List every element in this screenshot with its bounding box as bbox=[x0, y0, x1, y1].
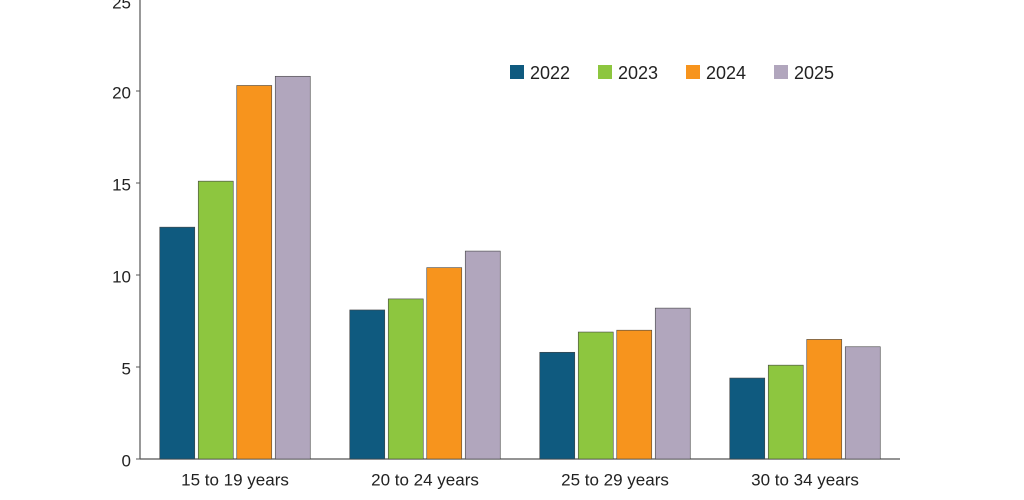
y-tick-label: 25 bbox=[112, 0, 131, 12]
bar bbox=[349, 309, 386, 460]
bar bbox=[387, 298, 424, 460]
x-tick-label: 15 to 19 years bbox=[181, 470, 289, 489]
bar bbox=[767, 364, 804, 460]
y-tick-label: 0 bbox=[122, 451, 131, 470]
bar bbox=[426, 267, 463, 460]
bar bbox=[159, 226, 196, 460]
legend-label: 2024 bbox=[706, 63, 746, 83]
bar bbox=[729, 377, 766, 460]
legend-swatch bbox=[774, 65, 788, 79]
bar bbox=[197, 180, 234, 460]
y-tick-label: 20 bbox=[112, 83, 131, 102]
legend-swatch bbox=[598, 65, 612, 79]
bar bbox=[274, 75, 311, 460]
legend-label: 2022 bbox=[530, 63, 570, 83]
legend-swatch bbox=[510, 65, 524, 79]
bar bbox=[539, 351, 576, 460]
legend-label: 2023 bbox=[618, 63, 658, 83]
legend-label: 2025 bbox=[794, 63, 834, 83]
bar bbox=[806, 339, 843, 460]
bar bbox=[654, 307, 691, 460]
bar bbox=[236, 85, 273, 460]
bar bbox=[577, 331, 614, 460]
x-tick-label: 30 to 34 years bbox=[751, 470, 859, 489]
x-tick-label: 25 to 29 years bbox=[561, 470, 669, 489]
legend-swatch bbox=[686, 65, 700, 79]
bar bbox=[616, 329, 653, 460]
y-tick-label: 10 bbox=[112, 267, 131, 286]
bar bbox=[464, 250, 501, 460]
x-tick-label: 20 to 24 years bbox=[371, 470, 479, 489]
y-tick-label: 5 bbox=[122, 359, 131, 378]
y-tick-label: 15 bbox=[112, 175, 131, 194]
bar bbox=[844, 346, 881, 460]
